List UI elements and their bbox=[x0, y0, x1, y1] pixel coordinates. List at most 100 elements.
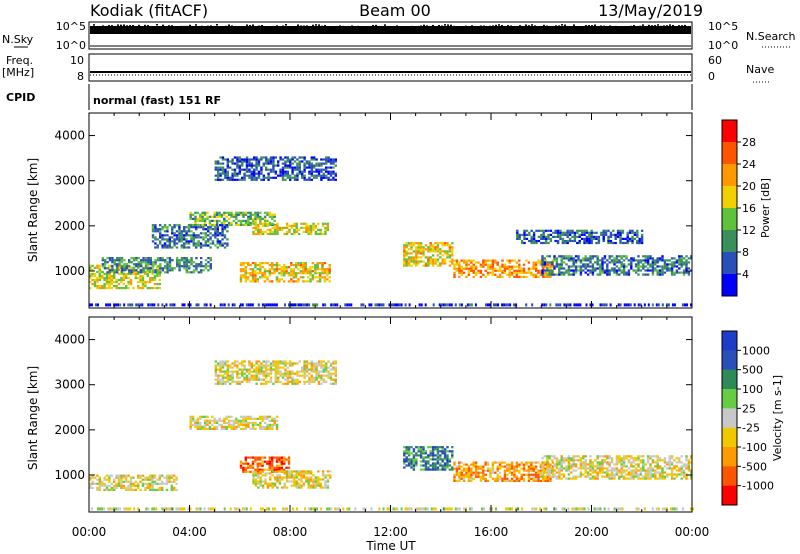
heatmap-cell bbox=[278, 278, 281, 281]
heatmap-cell bbox=[311, 278, 315, 281]
heatmap-cell bbox=[159, 271, 162, 274]
heatmap-cell bbox=[403, 244, 406, 247]
heatmap-cell bbox=[615, 459, 619, 462]
heatmap-cell bbox=[146, 482, 149, 485]
heatmap-cell bbox=[111, 261, 114, 264]
heatmap-cell bbox=[285, 266, 288, 269]
heatmap-cell bbox=[137, 474, 140, 477]
heatmap-cell bbox=[207, 261, 210, 264]
heatmap-cell bbox=[134, 484, 137, 487]
heatmap-cell bbox=[274, 374, 277, 377]
heatmap-cell bbox=[608, 469, 611, 472]
heatmap-cell bbox=[546, 265, 550, 268]
heatmap-cell bbox=[644, 265, 647, 268]
heatmap-cell bbox=[149, 484, 152, 487]
heatmap-cell bbox=[248, 176, 251, 179]
heatmap-cell bbox=[554, 235, 557, 238]
heatmap-cell bbox=[224, 372, 227, 375]
heatmap-cell bbox=[684, 303, 686, 307]
heatmap-cell bbox=[610, 475, 614, 478]
heatmap-cell bbox=[116, 265, 119, 268]
heatmap-cell bbox=[149, 488, 152, 491]
heatmap-cell bbox=[322, 162, 325, 165]
heatmap-cell bbox=[415, 462, 418, 465]
heatmap-cell bbox=[325, 170, 328, 173]
heatmap-cell bbox=[236, 360, 239, 363]
heatmap-cell bbox=[221, 370, 225, 373]
nsky-sample bbox=[432, 24, 434, 27]
heatmap-cell bbox=[549, 477, 552, 480]
heatmap-cell bbox=[626, 241, 629, 245]
heatmap-cell bbox=[530, 463, 533, 466]
heatmap-cell bbox=[412, 244, 416, 247]
heatmap-cell bbox=[305, 360, 309, 363]
heatmap-cell bbox=[268, 464, 271, 467]
heatmap-cell bbox=[244, 270, 247, 273]
velocity-cells bbox=[88, 317, 694, 512]
heatmap-cell bbox=[214, 226, 217, 229]
heatmap-cell bbox=[472, 269, 475, 272]
heatmap-cell bbox=[601, 467, 604, 470]
nsky-sample bbox=[612, 26, 614, 29]
heatmap-cell bbox=[293, 482, 296, 485]
heatmap-cell bbox=[298, 162, 301, 165]
heatmap-cell bbox=[558, 473, 561, 476]
heatmap-cell bbox=[329, 376, 333, 379]
heatmap-cell bbox=[229, 378, 232, 381]
heatmap-cell bbox=[129, 303, 132, 307]
heatmap-cell bbox=[255, 376, 258, 379]
heatmap-cell bbox=[208, 425, 212, 428]
heatmap-cell bbox=[561, 237, 565, 240]
heatmap-cell bbox=[244, 468, 247, 471]
heatmap-cell bbox=[332, 158, 335, 161]
heatmap-cell bbox=[178, 226, 181, 229]
heatmap-cell bbox=[139, 274, 142, 278]
heatmap-cell bbox=[221, 380, 225, 383]
heatmap-cell bbox=[601, 265, 604, 268]
heatmap-cell bbox=[207, 226, 210, 229]
heatmap-cell bbox=[327, 176, 330, 179]
heatmap-cell bbox=[542, 267, 545, 270]
heatmap-cell bbox=[113, 259, 116, 262]
heatmap-cell bbox=[612, 229, 615, 232]
heatmap-cell bbox=[233, 162, 237, 165]
heatmap-cell bbox=[625, 273, 628, 276]
heatmap-cell bbox=[230, 215, 233, 218]
heatmap-cell bbox=[285, 268, 288, 271]
heatmap-cell bbox=[249, 223, 252, 226]
heatmap-cell bbox=[144, 259, 148, 262]
heatmap-cell bbox=[503, 271, 507, 274]
heatmap-cell bbox=[221, 226, 224, 229]
heatmap-cell bbox=[474, 473, 478, 476]
heatmap-cell bbox=[231, 178, 234, 181]
heatmap-cell bbox=[541, 259, 544, 262]
heatmap-cell bbox=[247, 421, 250, 424]
heatmap-cell bbox=[129, 266, 133, 269]
heatmap-cell bbox=[498, 477, 502, 480]
heatmap-cell bbox=[313, 364, 316, 367]
heatmap-cell bbox=[319, 232, 322, 236]
heatmap-cell bbox=[403, 466, 406, 469]
heatmap-cell bbox=[249, 456, 252, 459]
heatmap-cell bbox=[188, 265, 191, 268]
heatmap-cell bbox=[625, 257, 628, 260]
heatmap-cell bbox=[201, 425, 204, 428]
heatmap-cell bbox=[439, 464, 442, 467]
heatmap-cell bbox=[564, 239, 567, 243]
heatmap-cell bbox=[98, 484, 101, 487]
heatmap-cell bbox=[503, 473, 507, 476]
heatmap-cell bbox=[200, 271, 203, 274]
heatmap-cell bbox=[670, 273, 674, 276]
heatmap-cell bbox=[444, 303, 447, 307]
nsky-sample bbox=[168, 25, 170, 27]
heatmap-cell bbox=[429, 464, 432, 467]
heatmap-cell bbox=[584, 265, 587, 268]
heatmap-cell bbox=[254, 219, 257, 222]
nsky-sample bbox=[597, 26, 599, 29]
heatmap-cell bbox=[522, 463, 526, 466]
heatmap-cell bbox=[415, 262, 418, 265]
heatmap-cell bbox=[115, 285, 118, 288]
heatmap-cell bbox=[93, 272, 97, 275]
heatmap-cell bbox=[591, 273, 595, 276]
heatmap-cell bbox=[237, 423, 240, 426]
